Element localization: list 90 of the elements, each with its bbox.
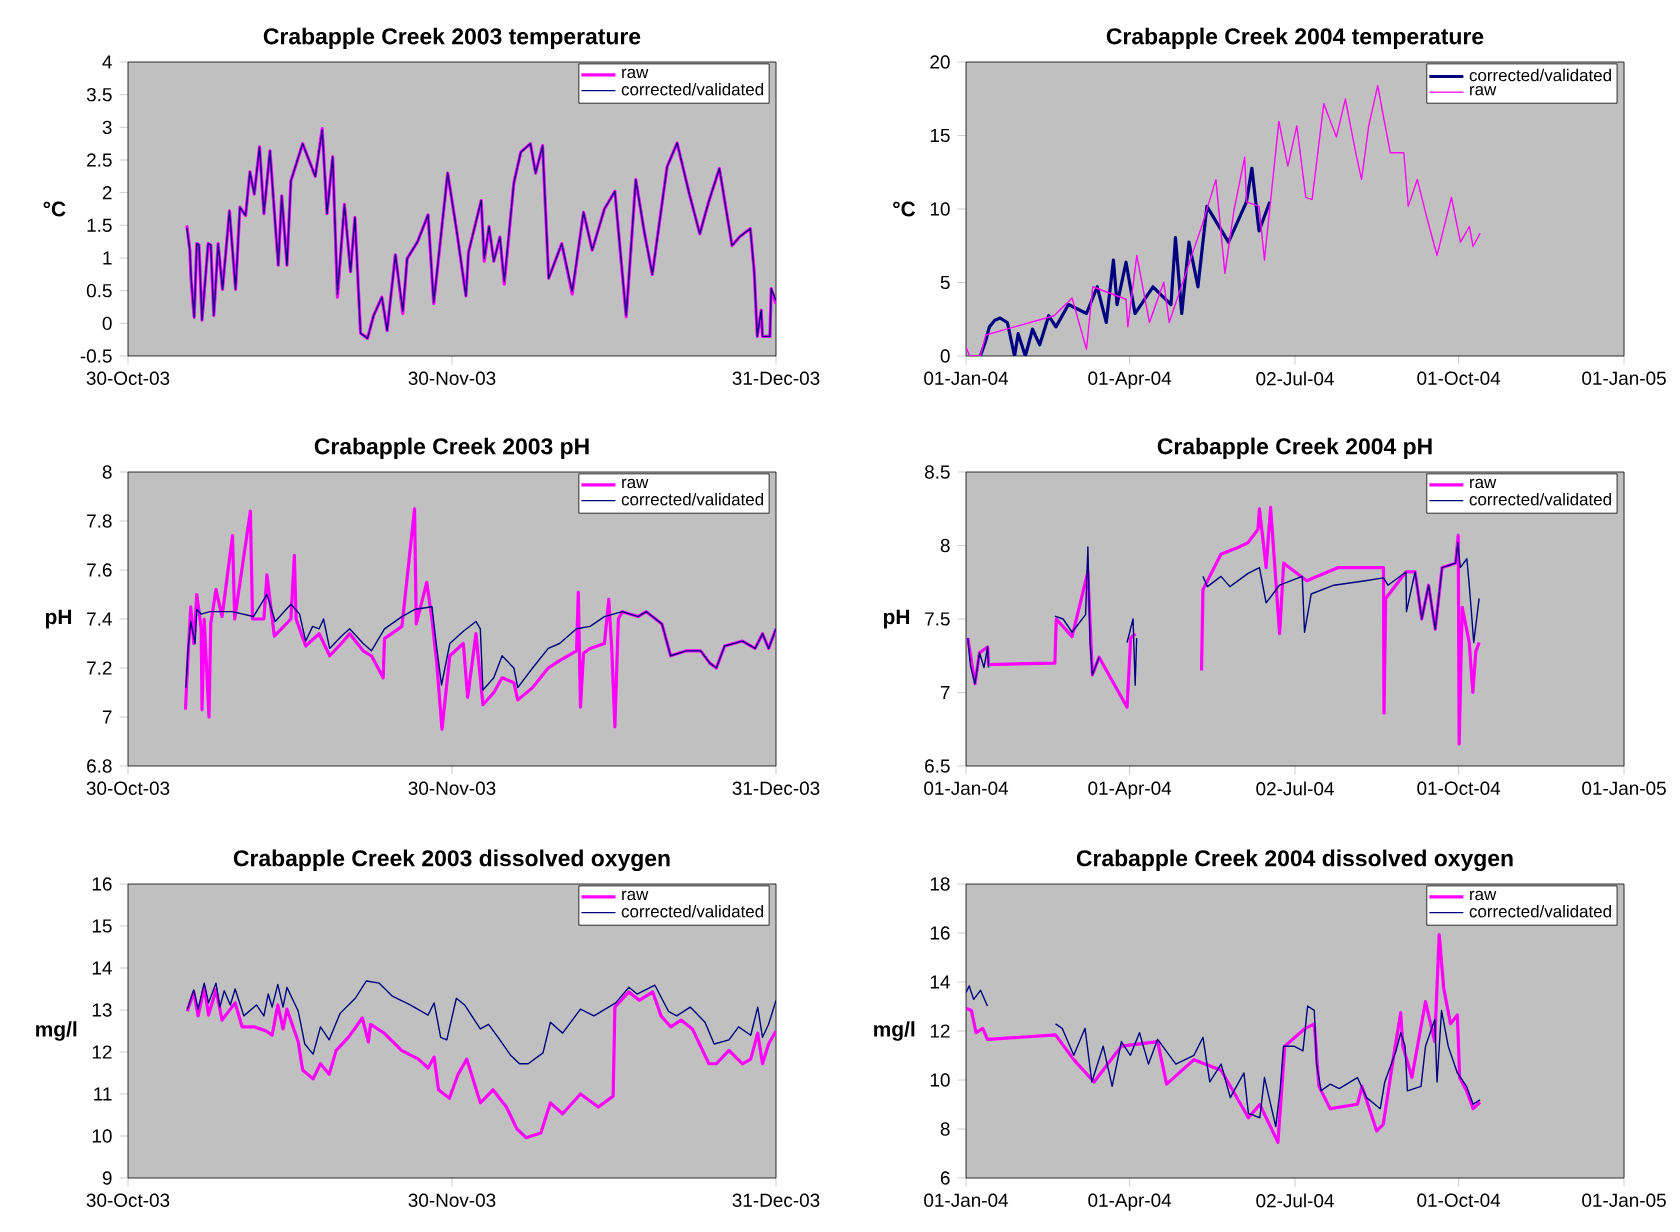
y-axis-title: pH [45,609,72,629]
legend-label: corrected/validated [1469,904,1611,918]
x-tick-label: 01-Jan-04 [924,371,1009,385]
y-tick-label: 8 [940,538,950,553]
legend-label: raw [622,478,649,489]
y-axis-title: mg/l [36,1021,77,1041]
x-tick-label: 31-Dec-03 [732,781,820,795]
y-tick-label: 0.5 [86,283,112,298]
y-tick-label: 3.5 [86,87,112,102]
y-axis-title: °C [43,201,66,217]
y-tick-label: 14 [92,961,112,975]
y-tick-label: 14 [930,975,950,989]
x-tick-label: 30-Nov-03 [408,371,496,385]
y-tick-label: 8 [102,465,112,479]
x-tick-label: 01-Oct-04 [1417,1193,1501,1207]
x-tick-label: 01-Jan-05 [1582,371,1666,385]
chart-title: Crabapple Creek 2003 temperature [263,27,641,49]
legend-label: corrected/validated [621,82,764,96]
y-tick-label: 15 [92,919,112,933]
y-tick-label: 13 [92,1003,112,1017]
y-tick-label: 7.8 [87,514,112,528]
y-tick-label: 6.8 [87,759,112,773]
y-tick-label: 10 [92,1129,112,1143]
x-tick-label: 02-Jul-04 [1256,371,1334,386]
legend-label: corrected/validated [1469,492,1611,506]
chart-title: Crabapple Creek 2004 temperature [1106,27,1484,49]
y-tick-label: 8.5 [924,465,950,479]
y-tick-label: 5 [940,275,950,290]
x-tick-label: 02-Jul-04 [1256,781,1334,796]
y-tick-label: 7.2 [87,661,112,675]
y-tick-label: 12 [930,1024,950,1038]
y-tick-label: 7.4 [87,612,112,626]
y-tick-label: 2.5 [87,153,112,167]
y-tick-label: 2 [102,186,112,200]
legend-label: raw [622,890,649,901]
y-tick-label: 12 [92,1045,112,1059]
legend-label: raw [622,68,649,79]
x-tick-label: 01-Jan-05 [1582,781,1666,795]
x-tick-label: 01-Apr-04 [1088,1193,1172,1211]
y-tick-label: 7.6 [87,563,112,577]
y-axis-title: pH [883,609,910,629]
x-tick-label: 30-Oct-03 [86,1193,170,1207]
y-tick-label: 11 [94,1087,112,1101]
y-tick-label: -0.5 [80,349,112,363]
x-tick-label: 30-Nov-03 [408,781,496,795]
y-tick-label: 18 [930,877,950,891]
legend-label: raw [1470,478,1497,489]
y-tick-label: 10 [930,202,950,216]
y-tick-label: 8 [940,1122,950,1136]
y-tick-label: 1.5 [87,218,112,232]
x-tick-label: 30-Oct-03 [86,781,170,795]
x-tick-label: 01-Jan-04 [924,1193,1009,1207]
y-tick-label: 3 [102,120,112,135]
y-tick-label: 16 [92,877,112,891]
y-tick-label: 6 [940,1171,950,1185]
legend-label: corrected/validated [1469,68,1611,82]
y-tick-label: 7 [102,710,112,724]
legend-label: corrected/validated [621,492,764,506]
x-tick-label: 30-Nov-03 [408,1193,496,1207]
y-axis-title: mg/l [874,1021,915,1041]
legend-label: corrected/validated [621,904,764,918]
x-tick-label: 01-Jan-05 [1582,1193,1666,1207]
x-tick-label: 01-Jan-04 [924,781,1009,795]
legend-label: raw [1470,86,1497,96]
y-tick-label: 9 [102,1171,112,1185]
chart-title: Crabapple Creek 2004 pH [1157,437,1432,459]
y-tick-label: 0 [940,349,950,363]
x-tick-label: 30-Oct-03 [86,371,170,385]
y-tick-label: 7.5 [925,612,950,626]
x-tick-label: 01-Apr-04 [1088,781,1172,799]
legend-label: raw [1470,890,1497,901]
y-tick-label: 6.5 [925,759,950,773]
y-tick-label: 7 [940,685,950,700]
chart-title: Crabapple Creek 2003 dissolved oxygen [233,849,670,871]
x-tick-label: 31-Dec-03 [732,1193,820,1207]
chart-title: Crabapple Creek 2004 dissolved oxygen [1076,849,1513,871]
y-tick-label: 0 [102,316,112,331]
y-axis-title: °C [893,201,916,217]
y-tick-label: 4 [102,55,112,69]
x-tick-label: 31-Dec-03 [732,371,820,385]
y-tick-label: 1 [103,251,112,265]
x-tick-label: 02-Jul-04 [1256,1193,1334,1208]
chart-title: Crabapple Creek 2003 pH [314,437,589,459]
y-tick-label: 16 [930,926,950,940]
y-tick-label: 20 [930,55,950,69]
x-tick-label: 01-Apr-04 [1088,371,1172,389]
x-tick-label: 01-Oct-04 [1417,781,1501,795]
y-tick-label: 10 [930,1073,950,1087]
y-tick-label: 15 [930,128,950,143]
x-tick-label: 01-Oct-04 [1417,371,1501,385]
